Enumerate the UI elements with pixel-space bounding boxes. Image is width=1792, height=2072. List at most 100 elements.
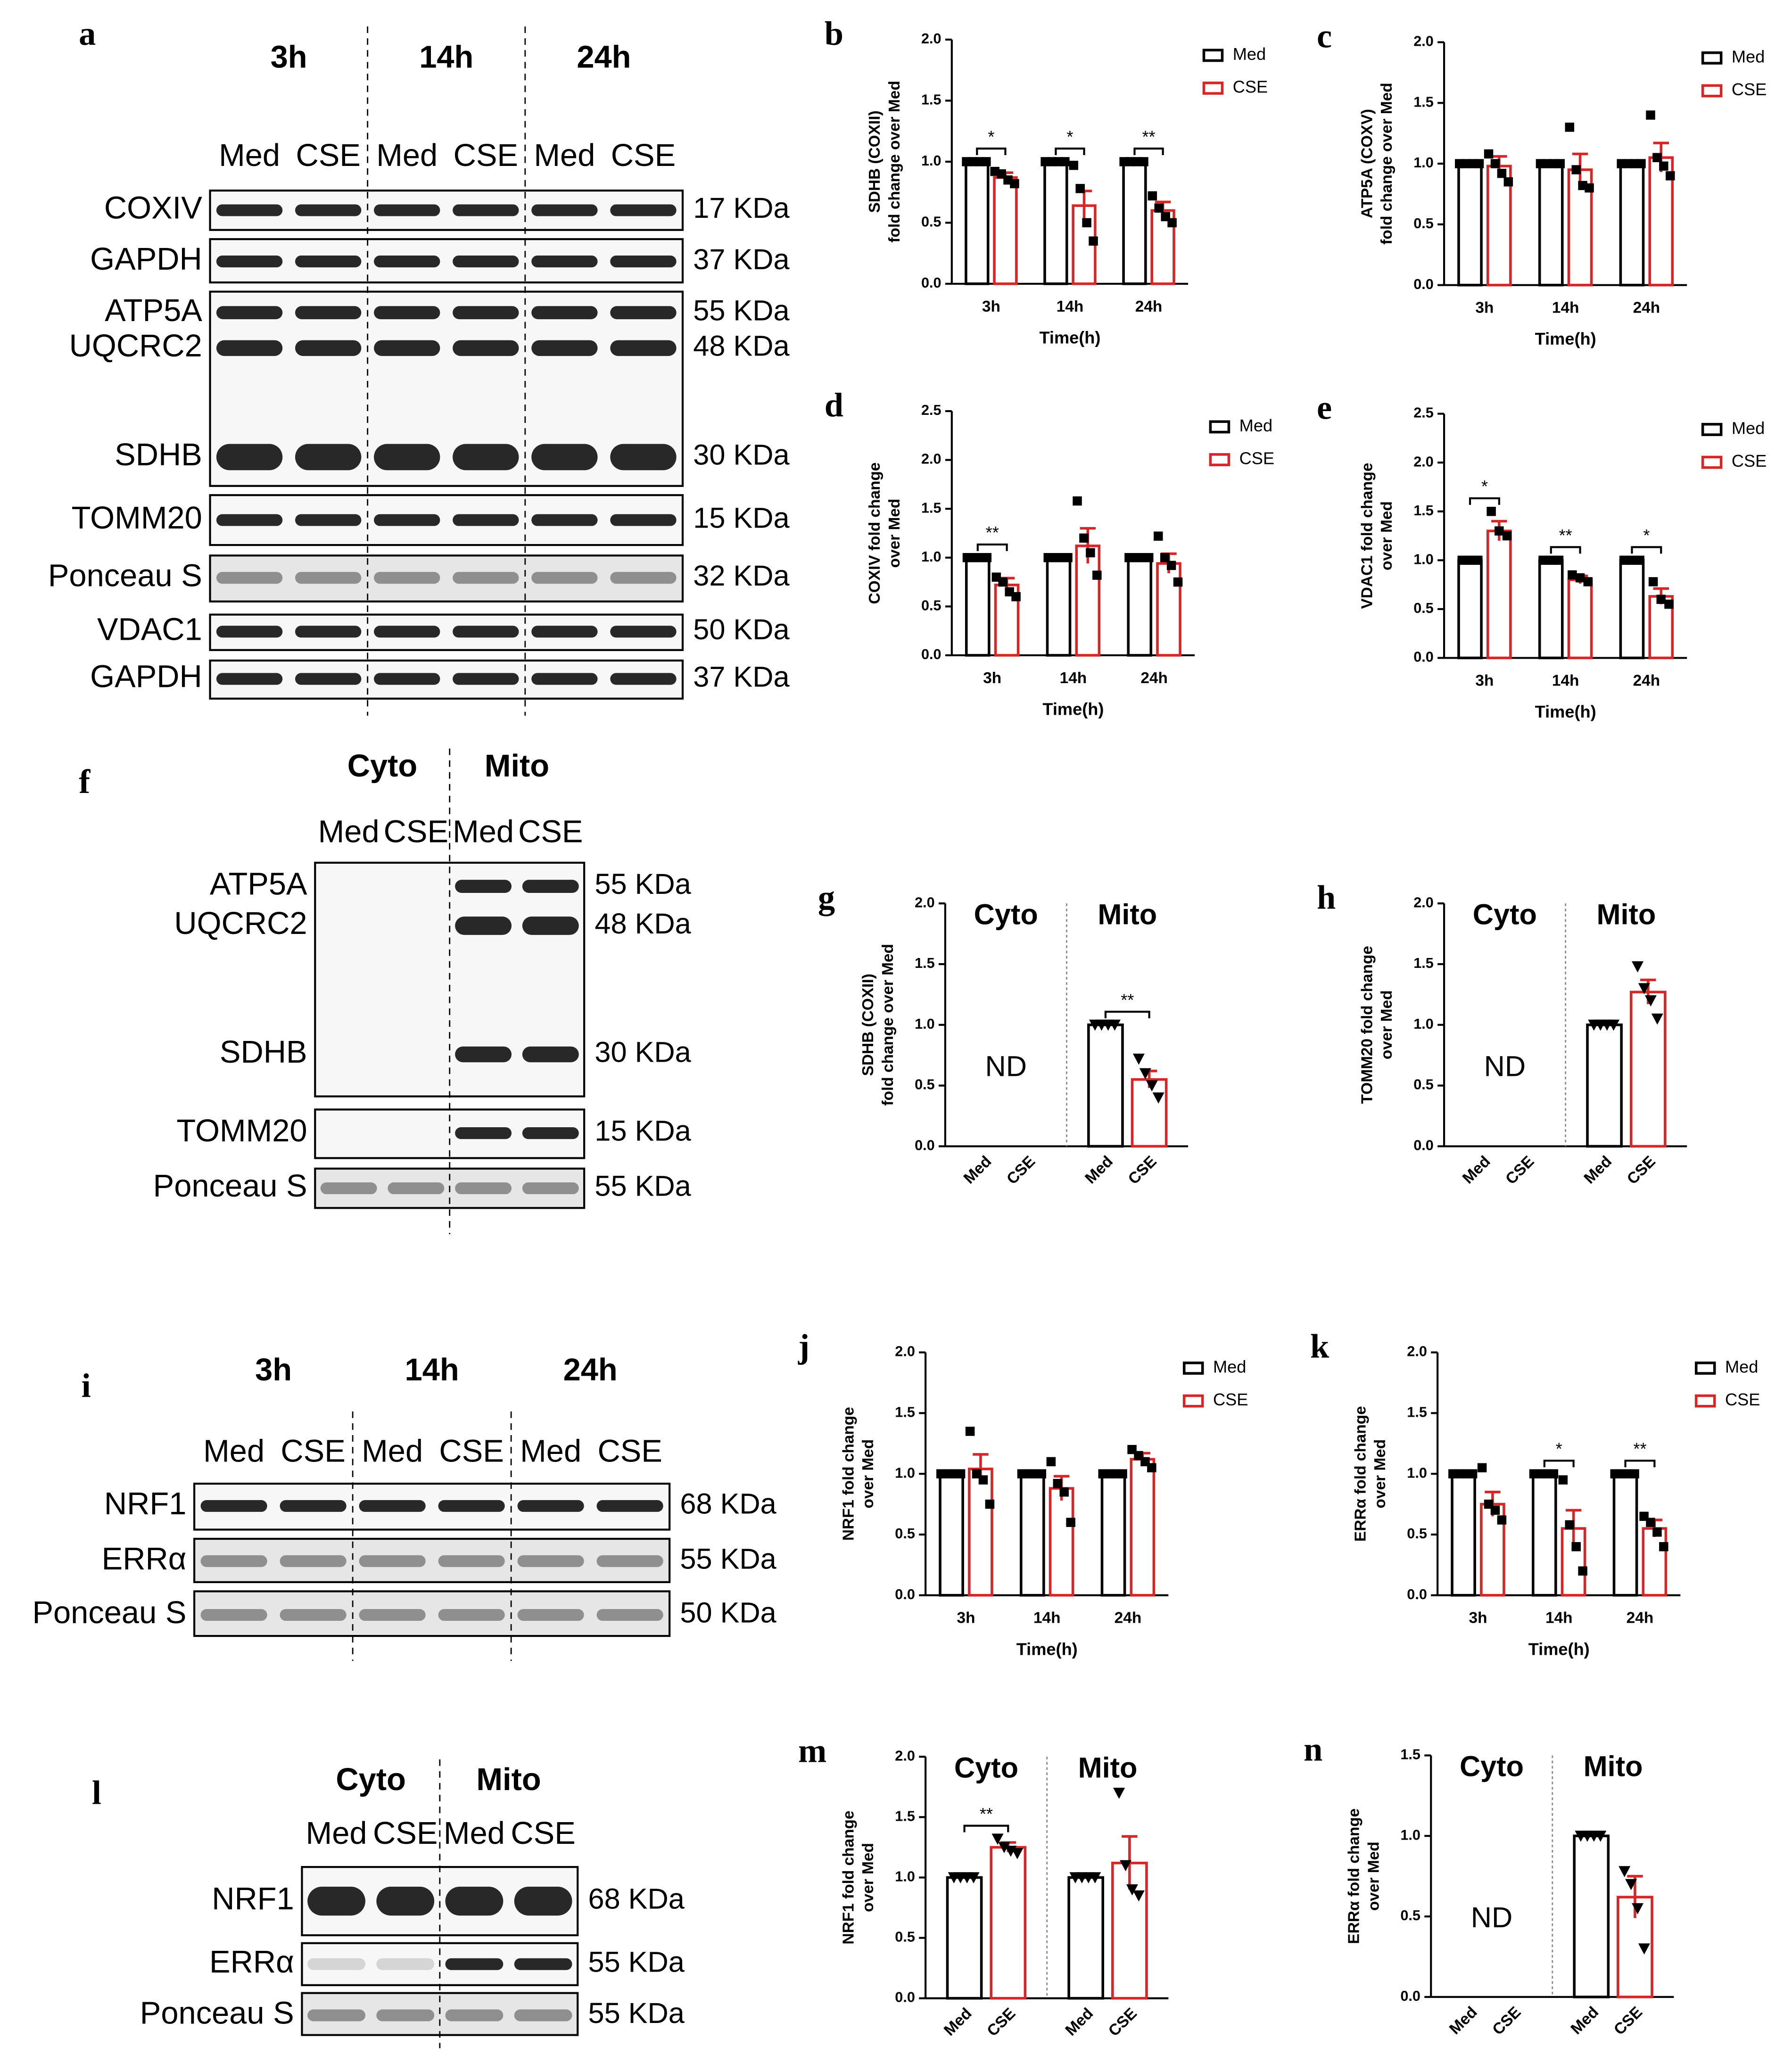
band: [453, 626, 519, 638]
data-point: [1063, 553, 1073, 562]
y-tick-label: 1.5: [1407, 1404, 1427, 1420]
y-tick-label: 1.0: [915, 1016, 935, 1032]
kda-label: 50 KDa: [693, 613, 790, 645]
y-tick-label: 0.5: [1413, 1077, 1434, 1093]
data-point: [1497, 1515, 1507, 1525]
y-axis-label: over Med: [886, 499, 903, 568]
data-point: [1575, 573, 1585, 583]
legend-swatch: [1202, 82, 1224, 95]
data-point: [1638, 983, 1650, 995]
blot-box: [209, 660, 684, 700]
band: [216, 626, 283, 638]
data-point: [1486, 507, 1496, 516]
y-axis-label: over Med: [1365, 1841, 1382, 1911]
y-tick-label: 0.0: [1413, 649, 1434, 665]
lane-label: Med: [219, 138, 280, 173]
x-axis-label: Time(h): [1039, 328, 1100, 347]
significance-label: **: [1633, 1439, 1646, 1459]
y-axis-label: SDHB (COXII): [866, 110, 884, 213]
band: [453, 340, 519, 356]
bar: [1100, 1472, 1126, 1597]
significance-bracket: [963, 1824, 1009, 1833]
data-point: [1060, 157, 1070, 166]
x-tick-label: Med: [1082, 1153, 1116, 1187]
significance-label: **: [980, 1804, 993, 1824]
kda-label: 37 KDa: [693, 243, 790, 275]
band: [610, 256, 677, 268]
band: [531, 673, 598, 685]
band: [359, 1500, 426, 1512]
data-point: [1465, 555, 1475, 565]
row-label: UQCRC2: [174, 906, 307, 941]
data-point: [1046, 1457, 1056, 1467]
significance-label: **: [1121, 990, 1134, 1009]
band: [531, 306, 598, 320]
x-tick-label: 14h: [1033, 1610, 1061, 1627]
lane-label: CSE: [597, 1434, 662, 1469]
band: [320, 1182, 377, 1195]
data-point: [1146, 1080, 1158, 1092]
y-axis-label: fold change over Med: [1378, 83, 1396, 244]
data-point: [1631, 1903, 1644, 1915]
y-tick-label: 1.5: [921, 92, 941, 108]
y-axis-label: over Med: [1378, 501, 1396, 570]
kda-label: 50 KDa: [680, 1597, 776, 1629]
y-tick-label: 2.0: [921, 31, 941, 47]
row-label: TOMM20: [72, 501, 202, 536]
legend-swatch: [1209, 453, 1230, 466]
band: [610, 204, 677, 216]
data-point: [1069, 160, 1079, 170]
data-point: [1139, 157, 1148, 166]
x-tick-label: Med: [960, 1153, 995, 1187]
x-tick-label: 14h: [1552, 672, 1579, 689]
legend-label: CSE: [1725, 1390, 1760, 1409]
data-point: [1631, 961, 1644, 973]
panel-letter: b: [825, 14, 843, 52]
lane-label: Med: [453, 814, 514, 849]
legend-swatch: [1701, 423, 1723, 436]
x-tick-label: Med: [1568, 2003, 1602, 2038]
group-header: 14h: [419, 40, 473, 74]
band: [307, 1886, 365, 1916]
y-tick-label: 0.5: [895, 1526, 915, 1542]
legend-label: Med: [1233, 44, 1266, 64]
x-tick-label: CSE: [1489, 2003, 1525, 2039]
data-point: [1565, 1520, 1575, 1530]
kda-label: 48 KDa: [693, 330, 790, 362]
data-point: [1053, 1479, 1063, 1488]
row-label: COXIV: [104, 191, 202, 226]
kda-label: 15 KDa: [693, 502, 790, 534]
row-label: SDHB: [115, 438, 202, 472]
band: [374, 514, 440, 526]
data-point: [1558, 1475, 1568, 1485]
y-tick-label: 0.0: [921, 646, 941, 662]
y-tick-label: 0.5: [1407, 1526, 1427, 1542]
row-label: NRF1: [212, 1882, 294, 1916]
row-label: UQCRC2: [69, 329, 202, 363]
band: [517, 1500, 584, 1512]
band: [280, 1609, 347, 1621]
band: [438, 1609, 505, 1621]
data-point: [1568, 570, 1577, 580]
data-point: [1652, 153, 1662, 162]
panel-letter: d: [825, 386, 843, 424]
data-point: [1495, 526, 1504, 536]
kda-label: 30 KDa: [693, 439, 790, 471]
data-point: [1619, 1866, 1631, 1877]
bar: [1046, 556, 1072, 657]
significance-label: *: [1066, 127, 1073, 146]
significance-label: *: [988, 127, 994, 146]
group-header: 24h: [577, 40, 631, 74]
blot-box: [209, 613, 684, 651]
blot-box: [209, 190, 684, 231]
bar: [993, 176, 1018, 285]
row-label: GAPDH: [90, 660, 202, 694]
bar: [1127, 556, 1153, 657]
data-point: [1490, 159, 1500, 168]
lane-label: Med: [318, 814, 380, 849]
significance-bracket: [1104, 1010, 1150, 1018]
band: [216, 340, 283, 356]
data-point: [1503, 177, 1513, 187]
band: [455, 1182, 512, 1195]
significance-label: **: [1559, 526, 1572, 545]
